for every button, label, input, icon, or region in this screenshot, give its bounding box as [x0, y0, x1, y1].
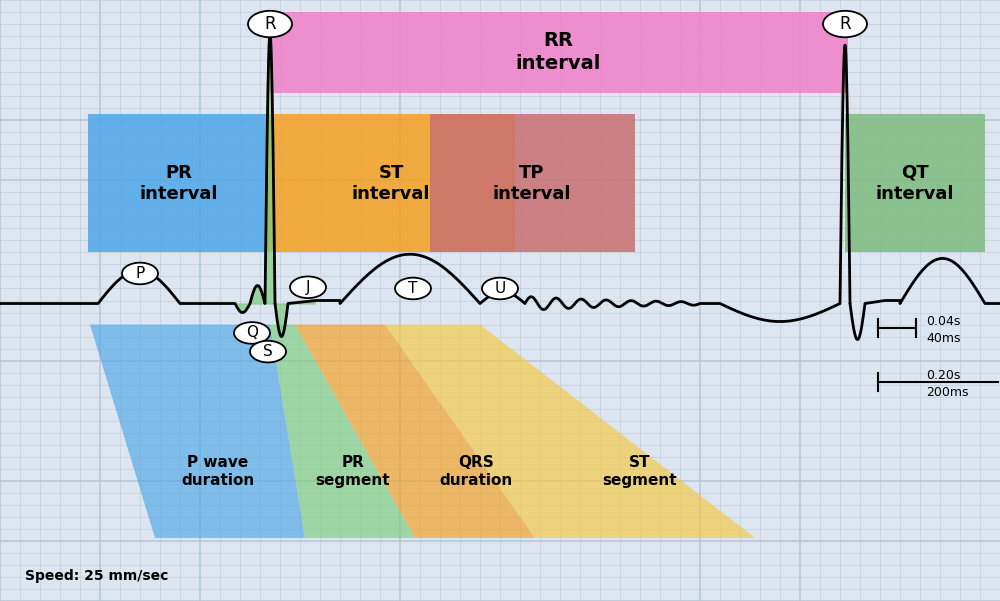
- Polygon shape: [270, 325, 415, 538]
- Text: 200ms: 200ms: [926, 386, 968, 399]
- Text: J: J: [306, 280, 310, 294]
- Bar: [430, 114, 635, 252]
- Text: Q: Q: [246, 326, 258, 340]
- Text: PR
segment: PR segment: [316, 456, 390, 488]
- Circle shape: [248, 11, 292, 37]
- Text: TP
interval: TP interval: [493, 163, 571, 203]
- Text: ST
segment: ST segment: [603, 456, 677, 488]
- Text: QT
interval: QT interval: [876, 163, 954, 203]
- Text: RR
interval: RR interval: [515, 31, 601, 73]
- Bar: [88, 114, 270, 252]
- Polygon shape: [385, 325, 755, 538]
- Circle shape: [122, 263, 158, 284]
- Text: P wave
duration: P wave duration: [181, 456, 255, 488]
- Text: Speed: 25 mm/sec: Speed: 25 mm/sec: [25, 569, 168, 583]
- Text: 0.20s: 0.20s: [926, 369, 960, 382]
- Text: U: U: [494, 281, 506, 296]
- Text: QRS
duration: QRS duration: [439, 456, 513, 488]
- Text: S: S: [263, 344, 273, 359]
- Text: R: R: [839, 15, 851, 33]
- Circle shape: [250, 341, 286, 362]
- Circle shape: [482, 278, 518, 299]
- Bar: [268, 114, 515, 252]
- Circle shape: [234, 322, 270, 344]
- Bar: [268, 12, 848, 93]
- Text: T: T: [408, 281, 418, 296]
- Text: R: R: [264, 15, 276, 33]
- Polygon shape: [295, 325, 535, 538]
- Circle shape: [290, 276, 326, 298]
- Text: PR
interval: PR interval: [140, 163, 218, 203]
- Text: 0.04s: 0.04s: [926, 315, 960, 328]
- Text: 40ms: 40ms: [926, 332, 960, 345]
- Bar: [845, 114, 985, 252]
- Circle shape: [823, 11, 867, 37]
- Polygon shape: [90, 325, 305, 538]
- Circle shape: [395, 278, 431, 299]
- Text: ST
interval: ST interval: [352, 163, 430, 203]
- Text: P: P: [135, 266, 145, 281]
